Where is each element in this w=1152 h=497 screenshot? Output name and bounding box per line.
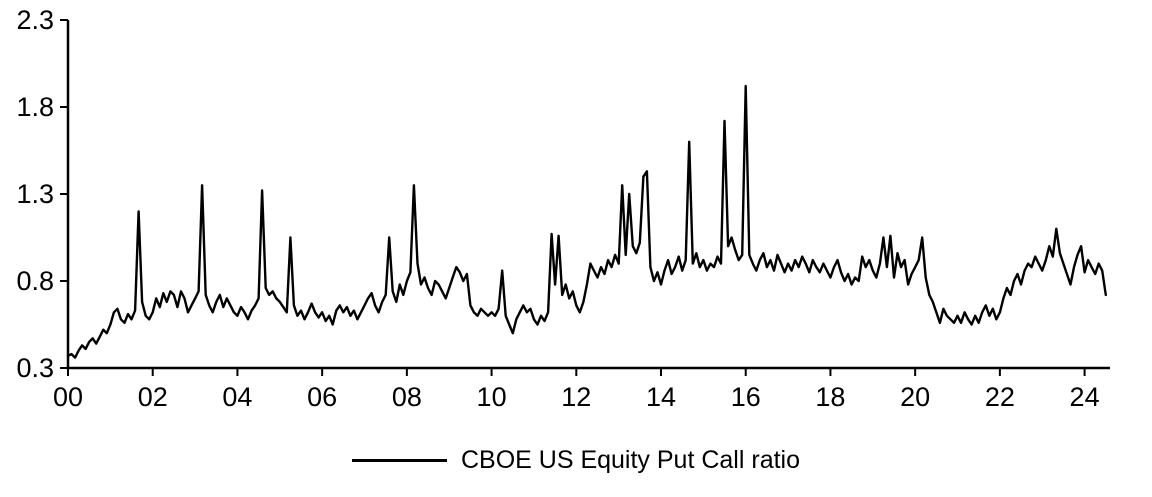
chart-container: 0.3 0.8 1.3 1.8 2.3 00 02 04 06 08 10 12 14 16 18 20 22 2… — [16, 5, 1110, 412]
y-tick-label: 2.3 — [16, 5, 54, 35]
series-line — [66, 84, 1108, 359]
x-tick-label: 10 — [477, 382, 507, 412]
x-tick-label: 18 — [815, 382, 845, 412]
legend-label: CBOE US Equity Put Call ratio — [460, 446, 800, 474]
x-tick-label: 04 — [222, 382, 252, 412]
put-call-ratio-chart: 0.3 0.8 1.3 1.8 2.3 00 02 04 06 08 10 12 14 16 18 20 22 2… — [16, 5, 1110, 412]
y-tick-label: 1.8 — [16, 92, 54, 122]
y-tick-label: 0.8 — [16, 266, 54, 296]
x-tick-label: 16 — [731, 382, 761, 412]
x-tick-label: 20 — [900, 382, 930, 412]
y-tick-label: 0.3 — [16, 353, 54, 383]
x-tick-label: 14 — [646, 382, 676, 412]
x-tick-label: 22 — [985, 382, 1015, 412]
legend: CBOE US Equity Put Call ratio — [0, 448, 1152, 473]
legend-line-swatch — [351, 459, 447, 462]
x-tick-label: 12 — [561, 382, 591, 412]
y-tick-label: 1.3 — [16, 179, 54, 209]
x-tick-label: 02 — [138, 382, 168, 412]
x-tick-label: 08 — [392, 382, 422, 412]
x-tick-label: 24 — [1070, 382, 1100, 412]
x-tick-label: 06 — [307, 382, 337, 412]
x-tick-label: 00 — [53, 382, 83, 412]
